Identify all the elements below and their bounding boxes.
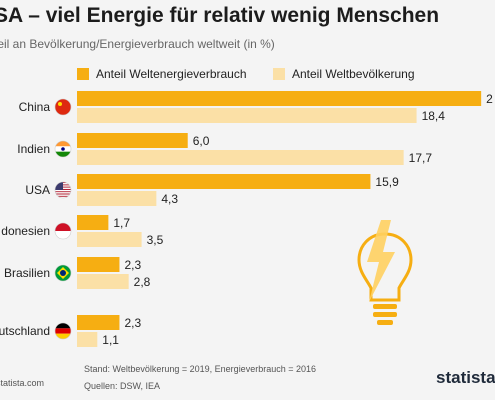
germany-flag-icon xyxy=(54,322,72,340)
data-label-population: 18,4 xyxy=(422,109,446,123)
category-label: China xyxy=(19,100,51,114)
category-label: donesien xyxy=(1,224,50,238)
legend-item-population: Anteil Weltbevölkerung xyxy=(273,67,415,81)
indonesia-flag-icon xyxy=(54,222,72,240)
data-label-population: 1,1 xyxy=(102,333,119,347)
data-label-energy: 2,3 xyxy=(124,316,141,330)
china-flag-icon xyxy=(54,98,72,116)
data-label-population: 2,8 xyxy=(134,275,151,289)
statista-logo[interactable]: statista xyxy=(436,368,495,387)
category-label: Indien xyxy=(17,142,50,156)
data-label-energy: 1,7 xyxy=(113,216,130,230)
data-label-population: 17,7 xyxy=(409,151,433,165)
india-flag-icon xyxy=(54,140,72,158)
category-label: Brasilien xyxy=(4,266,50,280)
bar-energy xyxy=(77,174,371,189)
data-label-energy: 15,9 xyxy=(375,175,399,189)
data-label-population: 3,5 xyxy=(147,233,164,247)
bar-energy xyxy=(77,133,188,148)
chart-title: SA – viel Energie für relativ wenig Mens… xyxy=(0,4,440,27)
data-label-energy: 2 xyxy=(486,92,493,106)
bar-energy xyxy=(77,315,120,330)
chart-subtitle: teil an Bevölkerung/Energieverbrauch wel… xyxy=(0,37,275,51)
statista-url[interactable]: statista.com xyxy=(0,378,45,388)
brazil-flag-icon xyxy=(54,264,72,282)
lightbulb-icon xyxy=(357,220,413,325)
category-label: USA xyxy=(25,183,50,197)
legend-item-energy: Anteil Weltenergieverbrauch xyxy=(77,67,247,81)
bar-population xyxy=(77,274,129,289)
bar-energy xyxy=(77,91,482,106)
legend-swatch-energy xyxy=(77,68,89,80)
category-label: utschland xyxy=(0,324,50,338)
bar-energy xyxy=(77,215,109,230)
bar-population xyxy=(77,191,157,206)
legend-label-population: Anteil Weltbevölkerung xyxy=(292,67,415,81)
bar-population xyxy=(77,232,142,247)
bar-population xyxy=(77,108,417,123)
usa-flag-icon xyxy=(54,181,72,199)
footnote-source: Stand: Weltbevölkerung = 2019, Energieve… xyxy=(84,364,316,374)
footnote-sources: Quellen: DSW, IEA xyxy=(84,381,161,391)
bar-energy xyxy=(77,257,120,272)
data-label-population: 4,3 xyxy=(161,192,178,206)
bar-population xyxy=(77,150,404,165)
legend-label-energy: Anteil Weltenergieverbrauch xyxy=(96,67,247,81)
data-label-energy: 6,0 xyxy=(193,134,210,148)
data-label-energy: 2,3 xyxy=(124,258,141,272)
bar-population xyxy=(77,332,98,347)
legend-swatch-population xyxy=(273,68,285,80)
